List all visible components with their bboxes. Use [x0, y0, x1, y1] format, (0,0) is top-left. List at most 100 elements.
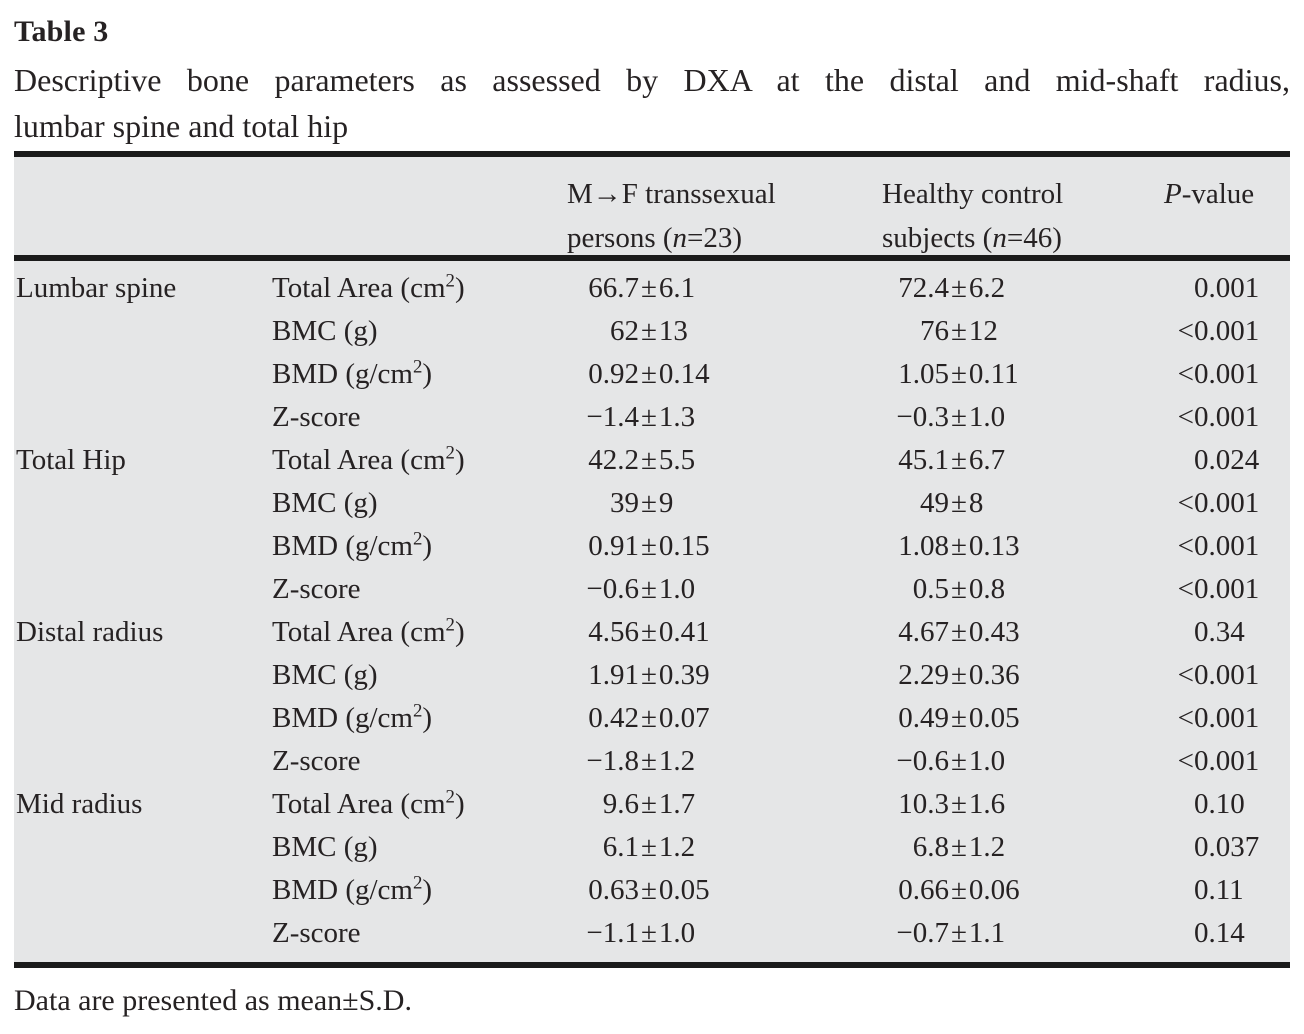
- row-site-label: [14, 482, 270, 525]
- row-p-value: <0.001: [1177, 487, 1260, 519]
- row-p-value: <0.001: [1177, 530, 1260, 562]
- row-mtf-value: 0.63±0.05: [588, 874, 710, 906]
- row-mtf-value: −0.6±1.0: [586, 573, 696, 605]
- row-parameter-label: Z-score: [272, 745, 361, 777]
- table-row: BMD (g/cm2) 0.92±0.14 1.05±0.11 <0.001: [14, 353, 1290, 396]
- row-control-value: 72.4±6.2: [898, 272, 1006, 304]
- caption-line-2: lumbar spine and total hip: [14, 108, 349, 144]
- row-p-value: 0.14: [1194, 917, 1245, 949]
- row-mtf-value: −1.1±1.0: [586, 917, 696, 949]
- table-caption: Descriptive bone parameters as assessed …: [14, 57, 1290, 149]
- row-p-value: <0.001: [1177, 315, 1260, 347]
- row-mtf-value: −1.4±1.3: [586, 401, 696, 433]
- table-row: BMD (g/cm2) 0.63±0.05 0.66±0.06 0.11: [14, 869, 1290, 912]
- row-site-label: [14, 697, 270, 740]
- row-parameter-label: BMC (g): [272, 831, 378, 863]
- row-p-value: 0.34: [1194, 616, 1245, 648]
- table-row: Lumbar spine Total Area (cm2) 66.7±6.1 72.4…: [14, 267, 1290, 310]
- row-control-value: 1.05±0.11: [898, 358, 1019, 390]
- row-p-value: <0.001: [1177, 401, 1260, 433]
- table-row: BMC (g) 6.1±1.2 6.8±1.2 0.037: [14, 826, 1290, 869]
- row-parameter-label: BMD (g/cm2): [272, 528, 433, 562]
- row-parameter-label: BMC (g): [272, 315, 378, 347]
- data-table: M→F transsexual persons (n=23) Healthy co…: [14, 151, 1290, 968]
- row-control-value: 4.67±0.43: [898, 616, 1020, 648]
- row-control-value: −0.3±1.0: [896, 401, 1006, 433]
- table-row: Total Hip Total Area (cm2) 42.2±5.5 45.1±6.…: [14, 439, 1290, 482]
- header-control-group: Healthy control subjects (n=46): [882, 178, 1064, 254]
- table-row: Z-score −1.4±1.3 −0.3±1.0 <0.001: [14, 396, 1290, 439]
- row-site-label: [14, 310, 270, 353]
- row-mtf-value: −1.8±1.2: [586, 745, 696, 777]
- row-mtf-value: 42.2±5.5: [588, 444, 696, 476]
- row-control-value: 6.8±1.2: [912, 831, 1006, 863]
- row-p-value: 0.001: [1194, 272, 1260, 304]
- table-row: BMC (g) 62±13 76±12 <0.001: [14, 310, 1290, 353]
- row-parameter-label: Total Area (cm2): [272, 786, 465, 820]
- row-control-value: 76±12: [920, 315, 998, 347]
- row-control-value: 10.3±1.6: [898, 788, 1006, 820]
- row-control-value: 0.5±0.8: [912, 573, 1006, 605]
- table-row: Z-score −1.8±1.2 −0.6±1.0 <0.001: [14, 740, 1290, 783]
- row-site-label: Distal radius: [16, 616, 164, 648]
- row-parameter-label: BMD (g/cm2): [272, 700, 433, 734]
- row-parameter-label: BMC (g): [272, 659, 378, 691]
- header-mtf-group: M→F transsexual persons (n=23): [567, 178, 776, 254]
- row-site-label: [14, 912, 270, 955]
- row-parameter-label: Z-score: [272, 917, 361, 949]
- row-site-label: [14, 568, 270, 611]
- row-control-value: 45.1±6.7: [898, 444, 1006, 476]
- row-parameter-label: Total Area (cm2): [272, 442, 465, 476]
- header-p-value: P-value: [1164, 178, 1255, 210]
- row-site-label: [14, 353, 270, 396]
- header-site-spacer: [14, 172, 270, 260]
- table-row: BMC (g) 39±9 49±8 <0.001: [14, 482, 1290, 525]
- row-parameter-label: Z-score: [272, 401, 361, 433]
- row-mtf-value: 39±9: [610, 487, 674, 519]
- row-control-value: 0.49±0.05: [898, 702, 1020, 734]
- row-parameter-label: BMD (g/cm2): [272, 872, 433, 906]
- row-site-label: Total Hip: [16, 444, 126, 476]
- row-p-value: 0.024: [1194, 444, 1260, 476]
- row-site-label: [14, 396, 270, 439]
- row-p-value: <0.001: [1177, 745, 1260, 777]
- row-control-value: 0.66±0.06: [898, 874, 1020, 906]
- table-row: Distal radius Total Area (cm2) 4.56±0.41 4.…: [14, 611, 1290, 654]
- row-mtf-value: 0.92±0.14: [588, 358, 710, 390]
- row-control-value: −0.7±1.1: [896, 917, 1006, 949]
- row-p-value: 0.037: [1194, 831, 1260, 863]
- row-parameter-label: BMC (g): [272, 487, 378, 519]
- table-number: Table 3: [14, 15, 109, 48]
- table-header-row: M→F transsexual persons (n=23) Healthy co…: [14, 157, 1290, 261]
- row-site-label: Mid radius: [16, 788, 143, 820]
- row-control-value: 1.08±0.13: [898, 530, 1020, 562]
- table-body: Lumbar spine Total Area (cm2) 66.7±6.1 72.4…: [14, 261, 1290, 962]
- table-row: BMD (g/cm2) 0.91±0.15 1.08±0.13 <0.001: [14, 525, 1290, 568]
- row-parameter-label: Total Area (cm2): [272, 270, 465, 304]
- row-parameter-label: BMD (g/cm2): [272, 356, 433, 390]
- row-mtf-value: 0.42±0.07: [588, 702, 710, 734]
- row-control-value: 49±8: [920, 487, 984, 519]
- row-site-label: [14, 525, 270, 568]
- row-mtf-value: 1.91±0.39: [588, 659, 710, 691]
- row-mtf-value: 0.91±0.15: [588, 530, 710, 562]
- row-site-label: Lumbar spine: [16, 272, 177, 304]
- row-p-value: <0.001: [1177, 659, 1260, 691]
- row-mtf-value: 62±13: [610, 315, 688, 347]
- table-footnote: Data are presented as mean±S.D.: [14, 984, 412, 1017]
- row-site-label: [14, 869, 270, 912]
- row-mtf-value: 66.7±6.1: [588, 272, 696, 304]
- row-parameter-label: Z-score: [272, 573, 361, 605]
- row-mtf-value: 6.1±1.2: [602, 831, 696, 863]
- row-control-value: 2.29±0.36: [898, 659, 1020, 691]
- table-row: Mid radius Total Area (cm2) 9.6±1.7 10.3±1.…: [14, 783, 1290, 826]
- row-p-value: <0.001: [1177, 702, 1260, 734]
- table-row: Z-score −0.6±1.0 0.5±0.8 <0.001: [14, 568, 1290, 611]
- row-control-value: −0.6±1.0: [896, 745, 1006, 777]
- row-site-label: [14, 654, 270, 697]
- row-p-value: 0.11: [1194, 874, 1244, 906]
- row-parameter-label: Total Area (cm2): [272, 614, 465, 648]
- row-p-value: <0.001: [1177, 573, 1260, 605]
- table-row: BMC (g) 1.91±0.39 2.29±0.36 <0.001: [14, 654, 1290, 697]
